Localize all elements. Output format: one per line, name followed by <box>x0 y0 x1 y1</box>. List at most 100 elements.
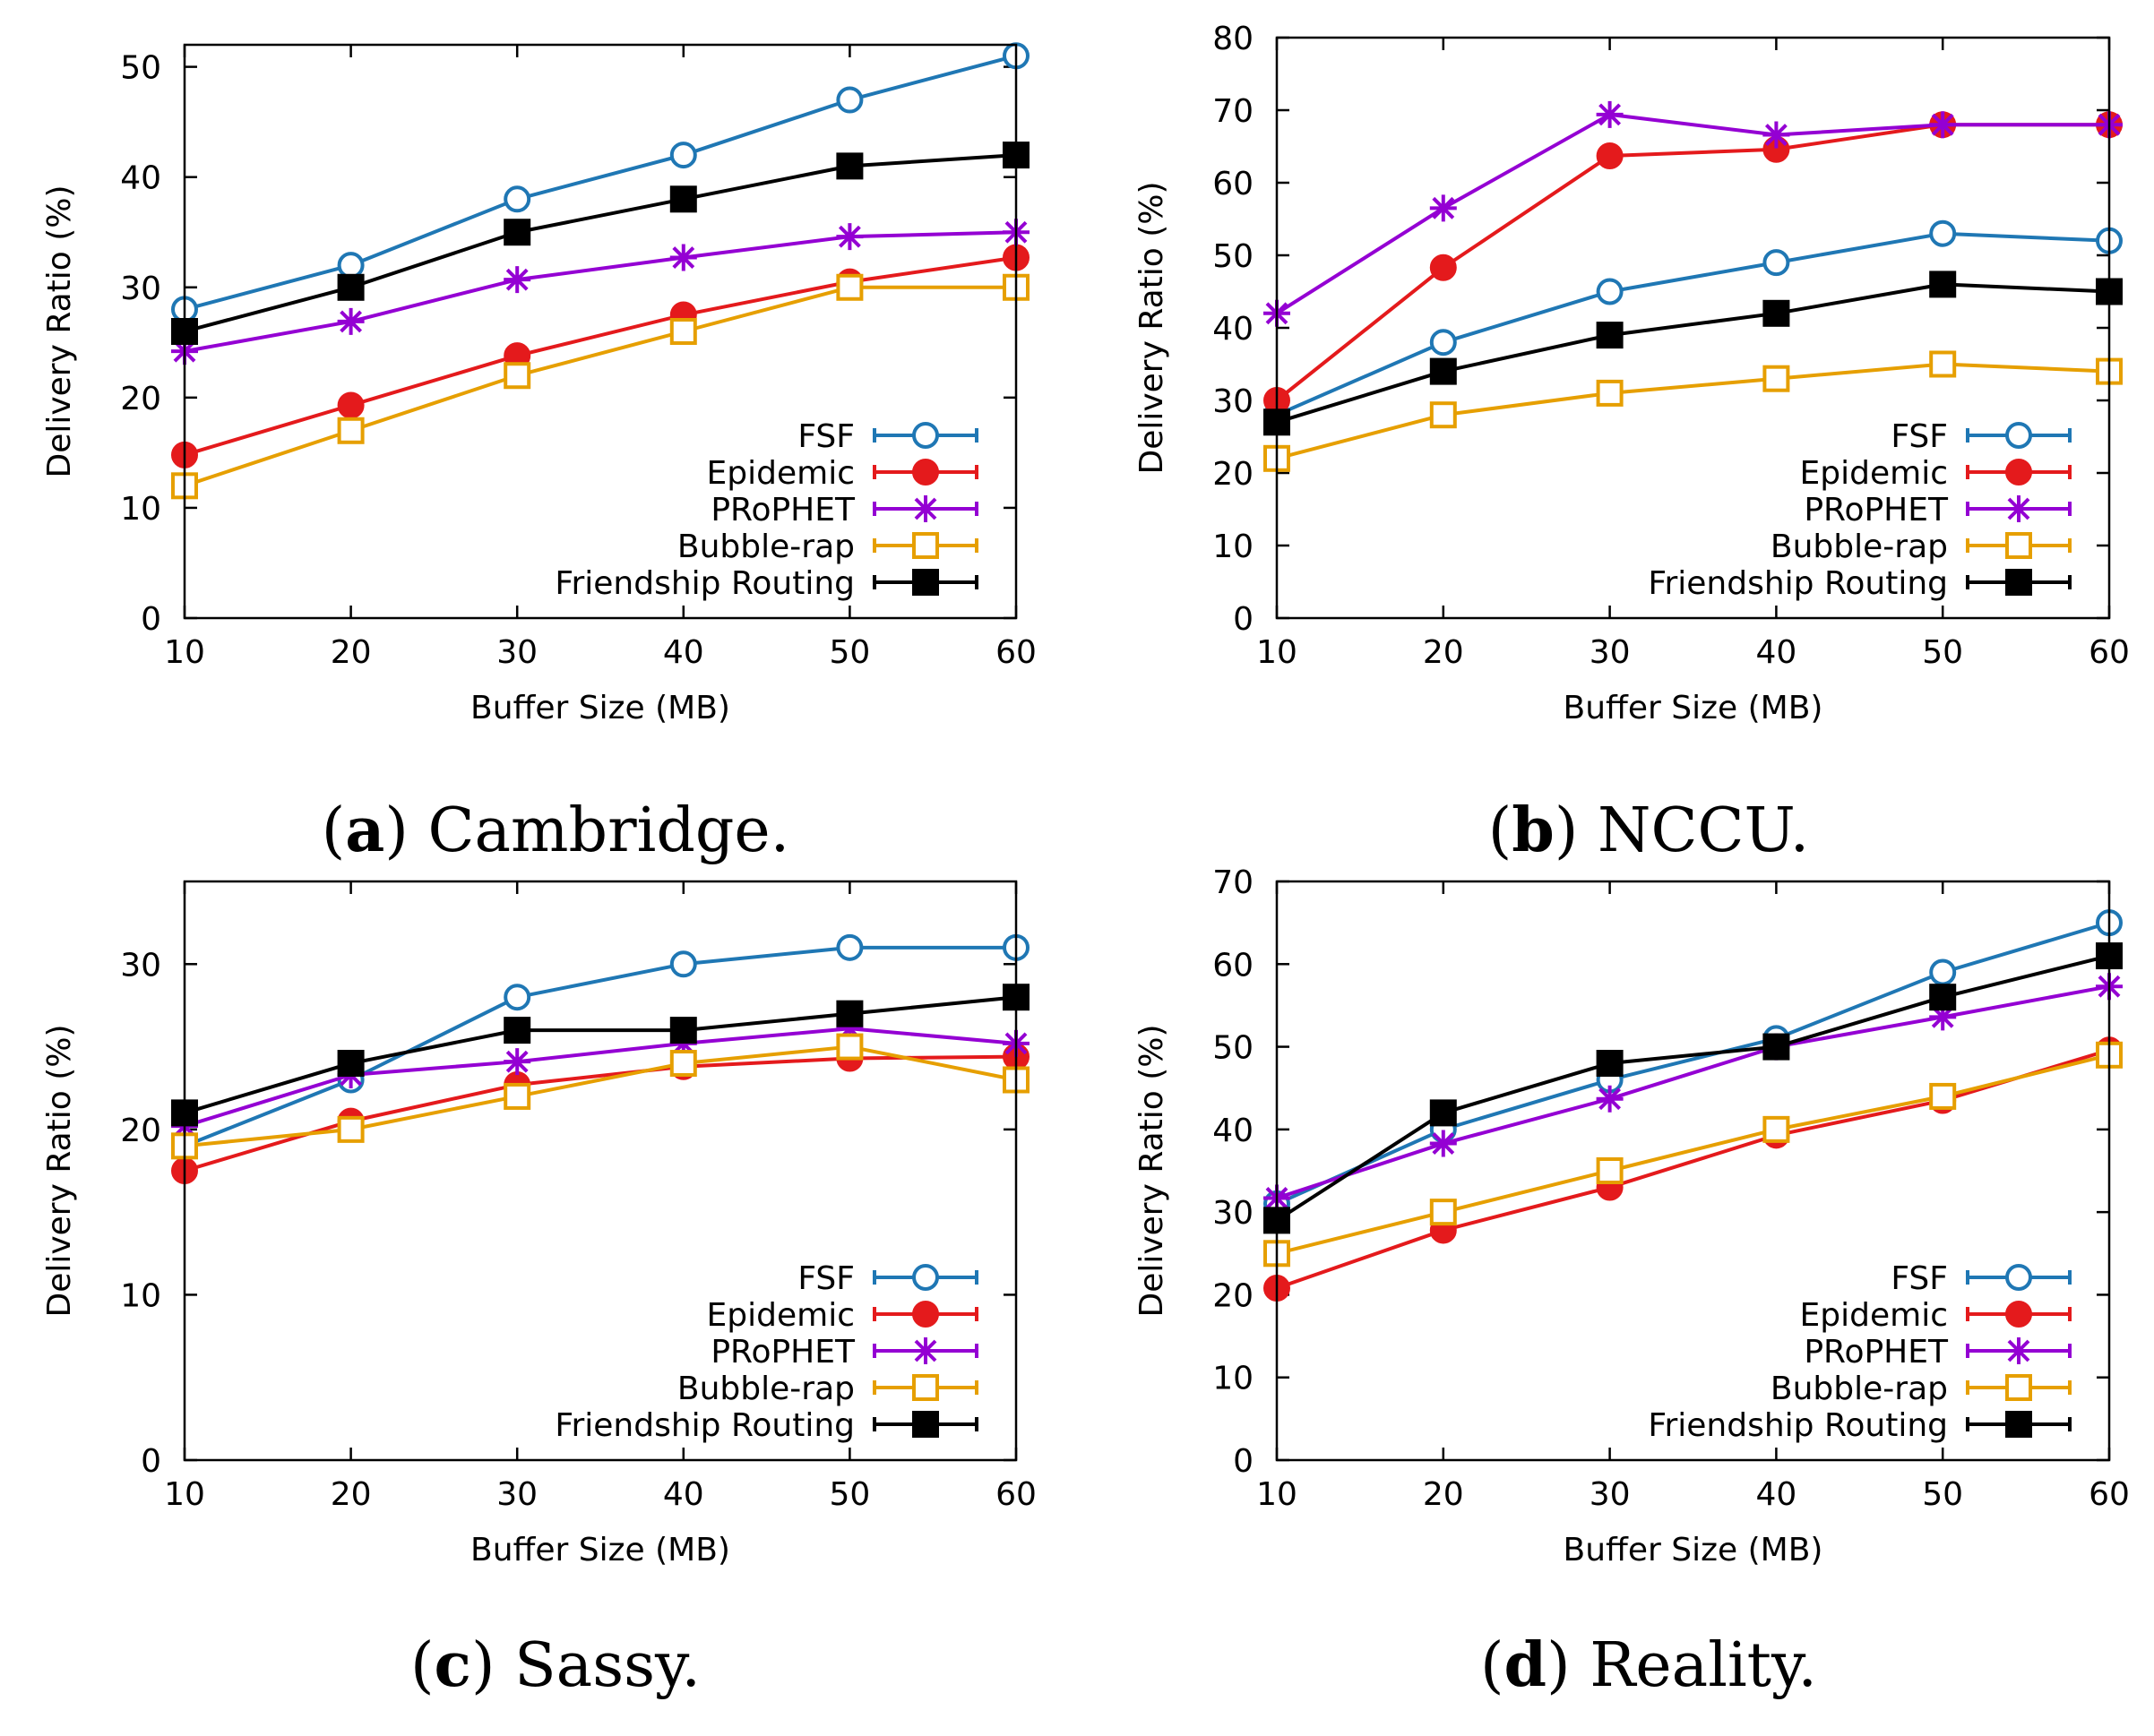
x-tick-label: 40 <box>663 634 704 671</box>
x-tick-label: 30 <box>496 634 538 671</box>
legend-marker-fsf <box>2005 1264 2032 1291</box>
legend-label-fsf: FSF <box>797 1260 855 1297</box>
legend-marker-prophet <box>2005 495 2032 522</box>
y-tick-label: 40 <box>120 160 161 197</box>
y-tick-label: 70 <box>1212 864 1254 901</box>
x-tick-label: 10 <box>164 1476 205 1513</box>
data-point-bubble-rap <box>1429 401 1457 429</box>
data-point-bubble-rap <box>1929 350 1957 378</box>
data-point-prophet <box>1929 1003 1957 1031</box>
data-point-friendship-routing <box>1929 271 1957 298</box>
legend-marker-bubble-rap <box>2005 1374 2032 1401</box>
series-friendship-routing <box>171 142 1030 345</box>
series-friendship-routing <box>1263 271 2123 436</box>
series-line-friendship-routing <box>184 995 1017 1115</box>
data-point-friendship-routing <box>504 219 531 246</box>
y-tick-label: 10 <box>120 1277 161 1314</box>
legend-label-friendship-routing: Friendship Routing <box>555 1407 855 1444</box>
data-point-friendship-routing <box>337 273 365 301</box>
y-tick-label: 0 <box>1233 601 1254 638</box>
data-point-bubble-rap <box>669 318 697 345</box>
panel-caption: (a) Cambridge. <box>322 795 790 866</box>
series-line-fsf <box>184 54 1017 312</box>
legend-label-fsf: FSF <box>1891 418 1948 455</box>
data-point-epidemic <box>1429 254 1457 281</box>
data-point-fsf <box>836 933 864 961</box>
y-axis-label: Delivery Ratio (%) <box>41 1024 78 1317</box>
legend-marker-friendship-routing <box>912 1411 939 1438</box>
series-bubble-rap <box>1263 350 2123 472</box>
x-tick-label: 60 <box>995 634 1037 671</box>
data-point-friendship-routing <box>504 1017 531 1044</box>
y-tick-label: 70 <box>1212 93 1254 130</box>
data-point-prophet <box>504 266 531 294</box>
x-tick-label: 50 <box>1922 634 1963 671</box>
data-point-fsf <box>337 252 365 279</box>
data-point-friendship-routing <box>669 185 697 213</box>
series-bubble-rap <box>171 273 1030 500</box>
y-tick-label: 30 <box>1212 1195 1254 1232</box>
series-bubble-rap <box>171 1033 1030 1160</box>
data-point-bubble-rap <box>1929 1082 1957 1110</box>
data-point-epidemic <box>337 391 365 419</box>
legend-marker-friendship-routing <box>2005 1411 2032 1438</box>
x-tick-label: 10 <box>1256 1476 1297 1513</box>
series-line-fsf <box>1276 231 2110 417</box>
data-point-fsf <box>1762 249 1790 277</box>
series-bubble-rap <box>1263 1041 2123 1268</box>
data-point-prophet <box>1596 100 1624 128</box>
data-point-bubble-rap <box>1596 379 1624 407</box>
series-line-bubble-rap <box>1276 1053 2110 1256</box>
y-tick-label: 50 <box>1212 238 1254 275</box>
series-line-epidemic <box>184 255 1017 457</box>
legend-marker-friendship-routing <box>912 569 939 596</box>
data-point-fsf <box>669 142 697 169</box>
data-point-friendship-routing <box>669 1017 697 1044</box>
plot-frame <box>183 880 1018 1462</box>
legend-marker-friendship-routing <box>2005 569 2032 596</box>
series-prophet <box>1263 973 2123 1212</box>
legend-label-prophet: PRoPHET <box>711 492 856 529</box>
legend-label-prophet: PRoPHET <box>1804 1334 1949 1371</box>
data-point-prophet <box>836 223 864 251</box>
data-point-fsf <box>836 86 864 114</box>
y-tick-label: 60 <box>1212 166 1254 202</box>
legend-marker-fsf <box>912 1264 939 1291</box>
legend-label-epidemic: Epidemic <box>1800 455 1948 492</box>
series-prophet <box>171 219 1030 365</box>
series-prophet <box>1263 100 2123 327</box>
y-axis-label: Delivery Ratio (%) <box>41 185 78 477</box>
legend-label-epidemic: Epidemic <box>1800 1297 1948 1334</box>
legend-label-epidemic: Epidemic <box>707 455 855 492</box>
x-tick-label: 10 <box>1256 634 1297 671</box>
y-axis-label: Delivery Ratio (%) <box>1133 181 1170 474</box>
plot-frame <box>183 43 1018 620</box>
series-fsf <box>171 42 1030 323</box>
y-tick-label: 20 <box>120 1113 161 1149</box>
y-tick-label: 20 <box>1212 1277 1254 1314</box>
panel-caption: (d) Reality. <box>1480 1629 1817 1701</box>
data-point-bubble-rap <box>337 1115 365 1143</box>
legend-marker-bubble-rap <box>912 1374 939 1401</box>
y-tick-label: 0 <box>141 1443 161 1480</box>
y-tick-label: 50 <box>1212 1030 1254 1067</box>
data-point-bubble-rap <box>1762 1115 1790 1143</box>
data-point-bubble-rap <box>836 1033 864 1061</box>
legend-marker-bubble-rap <box>2005 532 2032 559</box>
legend-label-bubble-rap: Bubble-rap <box>677 529 855 565</box>
data-point-friendship-routing <box>1596 322 1624 349</box>
data-point-fsf <box>504 185 531 213</box>
data-point-prophet <box>1429 1130 1457 1157</box>
plot-frame <box>1275 36 2111 620</box>
series-fsf <box>171 933 1030 1160</box>
x-tick-label: 20 <box>331 634 372 671</box>
legend-label-bubble-rap: Bubble-rap <box>677 1371 855 1407</box>
x-tick-label: 40 <box>663 1476 704 1513</box>
series-line-prophet <box>1276 984 2110 1200</box>
x-tick-label: 10 <box>164 634 205 671</box>
